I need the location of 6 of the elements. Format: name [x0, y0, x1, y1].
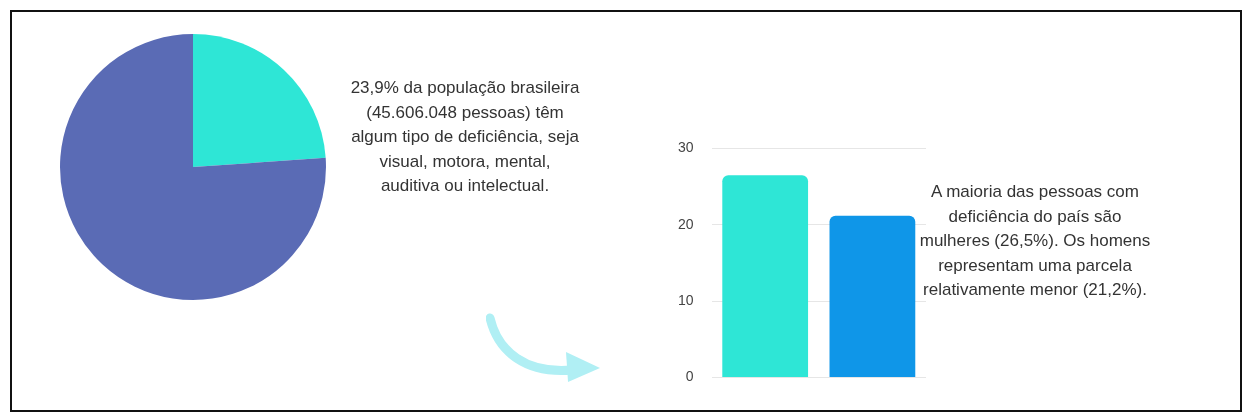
- y-tick-label: 30: [677, 139, 694, 156]
- y-tick-label: 0: [685, 368, 694, 385]
- y-tick-label: 10: [677, 292, 694, 309]
- y-tick-label: 20: [677, 215, 694, 232]
- annotation: A maioria das pessoas com deficiência do país são mulheres (26,5%). Os homens representam uma parcela relativamente menor (21,2%).: [918, 181, 1152, 301]
- text: 23,9% da população brasileira (45.606.048 pessoas) têm algum tipo de deficiência, seja visual, motora, mental, auditiva ou intelectual.: [350, 77, 580, 197]
